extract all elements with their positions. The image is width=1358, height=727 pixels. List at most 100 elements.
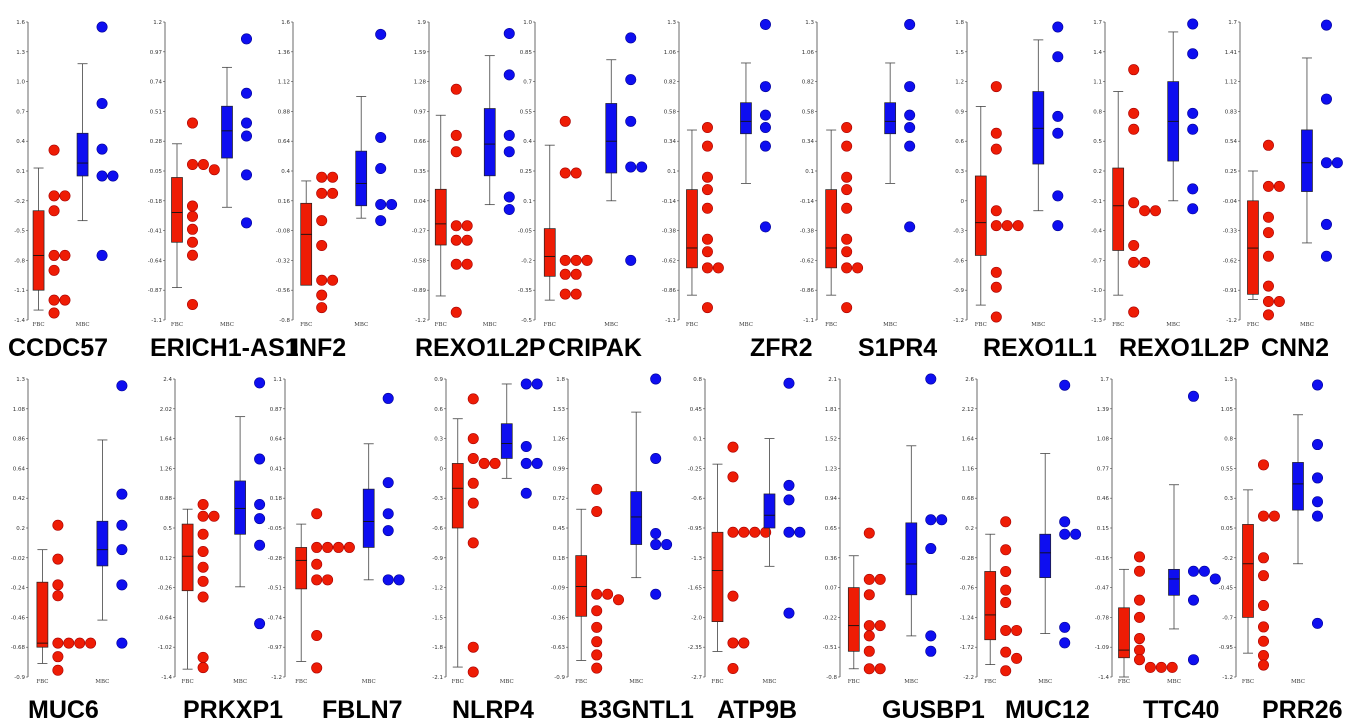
- y-tick-label: 0.5: [1093, 139, 1102, 145]
- data-point-fbc: [1128, 197, 1140, 209]
- y-tick-label: -0.58: [412, 258, 427, 264]
- data-point-fbc: [52, 519, 64, 531]
- data-point-fbc: [208, 164, 220, 176]
- data-point-mbc: [759, 122, 771, 134]
- y-tick-label: 0.07: [825, 586, 838, 592]
- data-point-fbc: [1262, 250, 1274, 262]
- data-point-mbc: [625, 74, 637, 86]
- box-mbc: [362, 488, 375, 548]
- y-tick-label: -0.6: [953, 258, 964, 264]
- box-mbc: [1292, 462, 1304, 511]
- data-point-mbc: [116, 519, 128, 531]
- y-tick-label: 0.82: [802, 80, 814, 86]
- data-point-mbc: [520, 378, 532, 390]
- y-tick-label: 0.25: [520, 169, 533, 175]
- data-point-mbc: [382, 525, 394, 537]
- y-tick-label: -0.6: [432, 526, 443, 532]
- y-tick-label: 0.41: [270, 466, 282, 472]
- y-tick-label: -0.2: [1222, 556, 1233, 562]
- data-point-fbc: [1144, 661, 1156, 673]
- data-point-mbc: [1187, 183, 1199, 195]
- y-tick-label: -0.89: [412, 288, 427, 294]
- y-tick-label: -0.8: [14, 258, 25, 264]
- y-tick-label: -1.2: [1222, 675, 1233, 681]
- data-point-mbc: [375, 28, 387, 40]
- data-point-fbc: [1000, 516, 1012, 528]
- y-tick-label: 1.12: [1225, 80, 1237, 86]
- y-tick-label: -0.62: [1223, 258, 1237, 264]
- y-tick-label: 0.58: [664, 109, 677, 115]
- y-tick-label: -0.36: [551, 615, 566, 621]
- x-category-label: FBC: [435, 322, 447, 328]
- data-point-fbc: [701, 202, 713, 214]
- y-tick-label: 1.3: [667, 20, 676, 26]
- data-point-fbc: [1001, 220, 1013, 232]
- y-tick-label: -0.18: [148, 199, 163, 205]
- data-point-fbc: [727, 471, 739, 483]
- data-point-fbc: [1128, 64, 1140, 76]
- data-point-fbc: [727, 590, 739, 602]
- x-category-label: MBC: [762, 679, 776, 685]
- y-tick-label: 1.3: [1224, 377, 1233, 383]
- y-tick-label: -1.2: [1226, 318, 1237, 324]
- y-tick-label: 0.5: [163, 526, 172, 532]
- box-fbc: [711, 531, 724, 623]
- data-point-fbc: [1258, 659, 1270, 671]
- data-point-fbc: [59, 249, 71, 261]
- box-mbc: [483, 108, 496, 177]
- data-point-mbc: [1187, 18, 1199, 30]
- y-tick-label: -1.3: [691, 556, 702, 562]
- x-category-label: MBC: [904, 679, 918, 685]
- y-tick-label: -0.51: [268, 586, 282, 592]
- y-tick-label: 0.66: [414, 139, 427, 145]
- data-point-fbc: [187, 236, 199, 248]
- y-tick-label: -0.22: [823, 615, 837, 621]
- data-point-mbc: [1187, 123, 1199, 135]
- data-point-fbc: [327, 171, 339, 183]
- y-tick-label: 0.35: [414, 169, 427, 175]
- data-point-mbc: [503, 129, 515, 141]
- y-tick-label: 1.52: [825, 437, 837, 443]
- data-point-mbc: [1052, 51, 1064, 63]
- data-point-fbc: [197, 498, 209, 510]
- y-tick-label: 0.34: [664, 139, 677, 145]
- y-tick-label: 1.0: [523, 20, 532, 26]
- y-tick-label: -1.2: [415, 318, 426, 324]
- data-point-fbc: [48, 144, 60, 156]
- data-point-fbc: [1000, 565, 1012, 577]
- data-point-fbc: [197, 591, 209, 603]
- data-point-mbc: [96, 21, 108, 33]
- data-point-fbc: [327, 187, 339, 199]
- data-point-mbc: [1052, 220, 1064, 232]
- data-point-fbc: [990, 311, 1002, 323]
- y-tick-label: -0.05: [268, 526, 283, 532]
- data-point-mbc: [661, 539, 673, 551]
- x-category-label: MBC: [76, 322, 90, 328]
- data-point-mbc: [241, 33, 253, 45]
- x-category-label: FBC: [984, 679, 996, 685]
- data-point-mbc: [650, 452, 662, 464]
- y-tick-label: 1.3: [805, 20, 814, 26]
- y-tick-label: 0.1: [693, 437, 702, 443]
- data-point-fbc: [1262, 296, 1274, 308]
- data-point-mbc: [1188, 390, 1200, 402]
- data-point-fbc: [701, 171, 713, 183]
- data-point-fbc: [591, 621, 603, 633]
- data-point-mbc: [1312, 496, 1324, 508]
- y-tick-label: -0.9: [432, 556, 443, 562]
- data-point-mbc: [375, 215, 387, 227]
- data-point-mbc: [1198, 565, 1210, 577]
- data-point-fbc: [990, 81, 1002, 93]
- box-fbc: [32, 210, 45, 291]
- data-point-fbc: [1262, 211, 1274, 223]
- data-point-mbc: [925, 630, 937, 642]
- data-point-mbc: [503, 191, 515, 203]
- x-category-label: FBC: [295, 679, 307, 685]
- data-point-mbc: [241, 169, 253, 181]
- y-tick-label: -0.63: [551, 645, 566, 651]
- y-tick-label: -0.6: [691, 496, 702, 502]
- gene-label: CRIPAK: [548, 334, 642, 362]
